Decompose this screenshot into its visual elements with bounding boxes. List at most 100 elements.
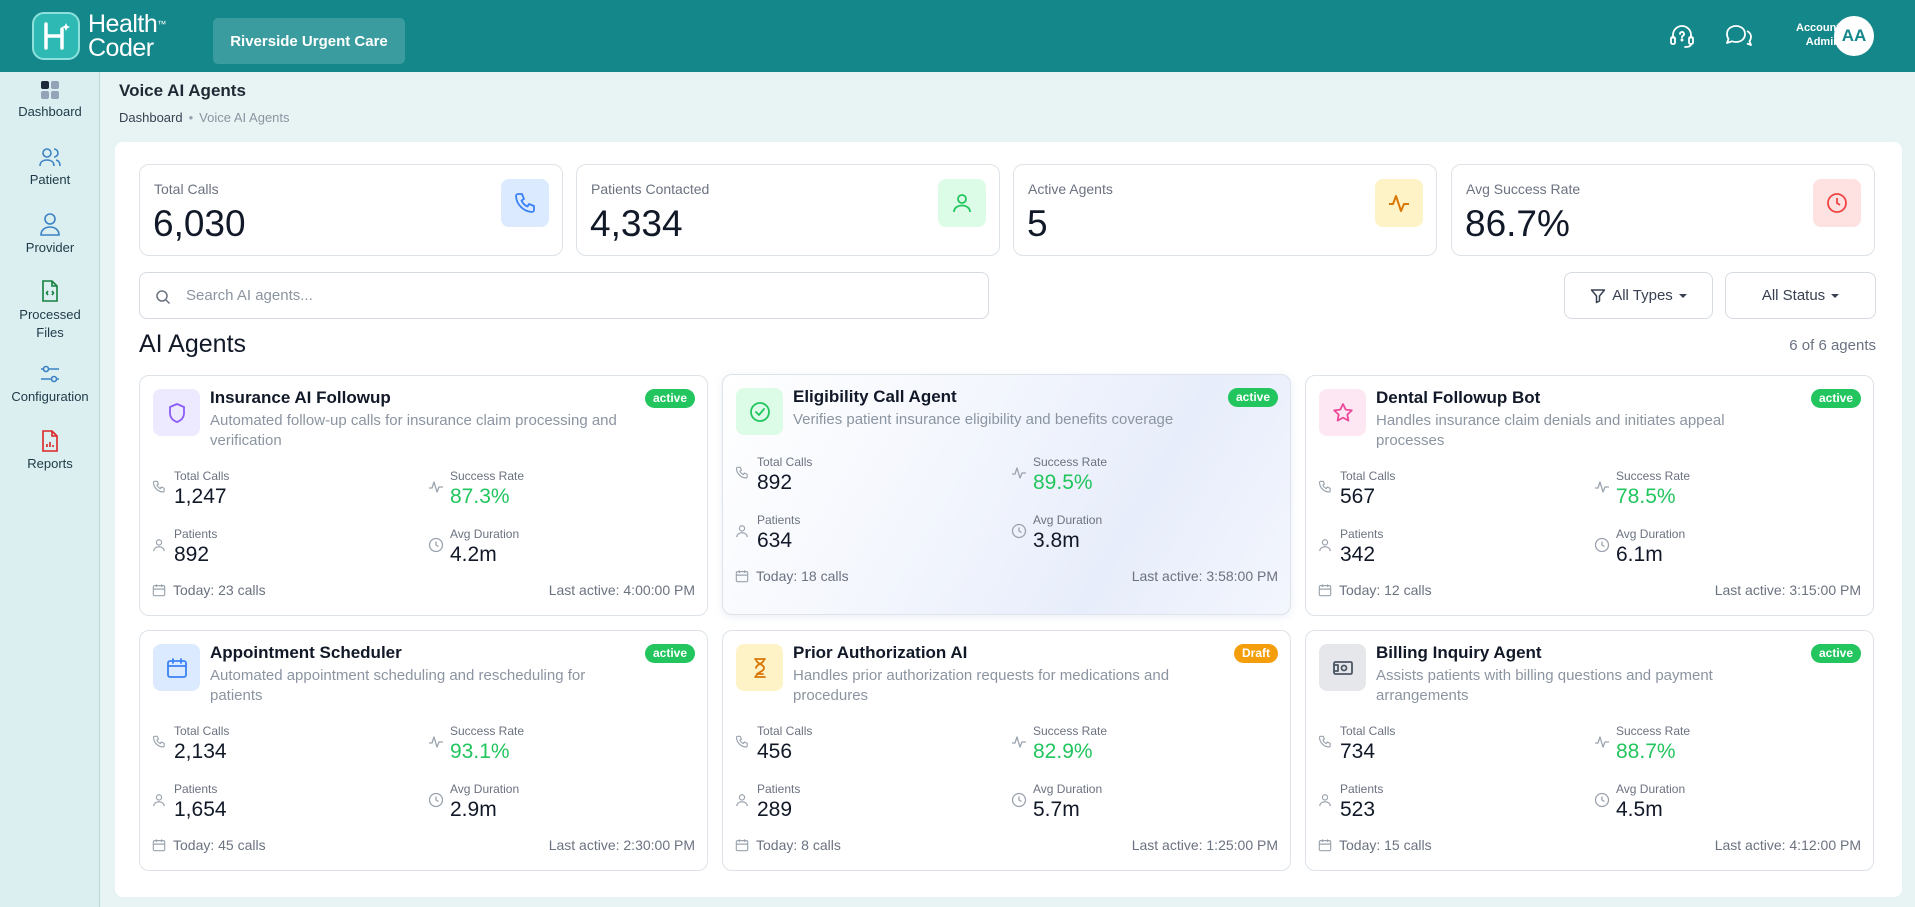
- sidebar-item-provider[interactable]: Provider: [0, 212, 100, 255]
- agent-card[interactable]: Dental Followup Bot Handles insurance cl…: [1305, 375, 1874, 616]
- breadcrumb-current: Voice AI Agents: [199, 110, 290, 125]
- metric-avg-duration: Avg Duration 2.9m: [428, 782, 668, 830]
- calendar-icon: [152, 838, 166, 852]
- star-icon: [1319, 389, 1366, 436]
- file-icon: [42, 280, 58, 302]
- metric-label: Avg Duration: [1033, 782, 1103, 796]
- sidebar-item-processed-files[interactable]: Processed Files: [0, 280, 100, 342]
- metric-label: Patients: [174, 782, 218, 796]
- agent-card[interactable]: Prior Authorization AI Handles prior aut…: [722, 630, 1291, 871]
- status-badge: active: [644, 389, 695, 408]
- status-badge: Draft: [1233, 644, 1278, 663]
- today-calls: Today: 8 calls: [735, 837, 841, 853]
- stat-value: 6,030: [153, 203, 246, 244]
- logo-line-2: Coder: [88, 34, 154, 62]
- metric-label: Total Calls: [757, 724, 813, 738]
- metric-value: 523: [1340, 798, 1376, 821]
- app-logo[interactable]: Health™ Coder: [32, 10, 182, 62]
- status-badge: active: [1810, 389, 1861, 408]
- help-headset-icon[interactable]: [1668, 22, 1696, 50]
- chevron-down-icon: [1831, 293, 1840, 298]
- metric-total-calls: Total Calls 1,247: [152, 469, 392, 517]
- sidebar-item-label: Dashboard: [18, 104, 82, 119]
- facility-selector[interactable]: Riverside Urgent Care: [213, 18, 405, 64]
- avatar[interactable]: AA: [1834, 16, 1874, 56]
- today-calls: Today: 18 calls: [735, 568, 849, 584]
- calendar-icon: [1318, 838, 1332, 852]
- metric-label: Total Calls: [174, 724, 230, 738]
- metric-value: 82.9%: [1033, 740, 1093, 763]
- calendar-icon: [735, 569, 749, 583]
- agent-description: Automated appointment scheduling and res…: [210, 667, 586, 704]
- account-line-1: Account: [1796, 22, 1840, 34]
- last-active: Last active: 4:12:00 PM: [1714, 837, 1861, 853]
- stat-label: Total Calls: [154, 181, 219, 197]
- sidebar-item-label: Reports: [27, 456, 73, 471]
- logo-line-1: Health: [88, 10, 158, 38]
- hourglass-icon: [736, 644, 783, 691]
- metric-value: 4.5m: [1616, 798, 1663, 821]
- metric-label: Success Rate: [450, 469, 525, 483]
- stat-label: Avg Success Rate: [1466, 181, 1581, 197]
- calendar-icon: [1318, 583, 1332, 597]
- last-active: Last active: 1:25:00 PM: [1131, 837, 1278, 853]
- section-title: AI Agents: [139, 330, 247, 358]
- status-badge: active: [644, 644, 695, 663]
- all-types-filter[interactable]: All Types: [1564, 272, 1713, 319]
- sidebar-item-configuration[interactable]: Configuration: [0, 363, 100, 404]
- agent-count: 6 of 6 agents: [1789, 337, 1876, 354]
- metric-value: 89.5%: [1033, 471, 1093, 494]
- agent-card[interactable]: Insurance AI Followup Automated follow-u…: [139, 375, 708, 616]
- search-icon: [156, 290, 171, 305]
- filter-label: All Status: [1761, 287, 1826, 304]
- logo-mark-icon: [32, 12, 80, 60]
- status-badge: active: [1810, 644, 1861, 663]
- agent-card[interactable]: Eligibility Call Agent Verifies patient …: [722, 374, 1291, 615]
- dashboard-icon: [41, 81, 59, 99]
- metric-value: 93.1%: [450, 740, 510, 763]
- provider-user-icon: [40, 213, 60, 236]
- clock-icon: [1813, 179, 1861, 227]
- metric-avg-duration: Avg Duration 5.7m: [1011, 782, 1251, 830]
- stat-card-total-calls: Total Calls 6,030: [139, 164, 563, 256]
- chat-icon[interactable]: [1724, 22, 1752, 50]
- metric-label: Patients: [757, 513, 801, 527]
- stat-card-patients-contacted: Patients Contacted 4,334: [576, 164, 1000, 256]
- metric-patients: Patients 342: [1318, 527, 1558, 575]
- account-label: Account Admin: [1760, 21, 1840, 49]
- metric-patients: Patients 523: [1318, 782, 1558, 830]
- today-calls-text: Today: 45 calls: [173, 837, 266, 853]
- agent-name: Dental Followup Bot: [1376, 388, 1541, 407]
- last-active: Last active: 4:00:00 PM: [548, 582, 695, 598]
- metric-label: Patients: [174, 527, 218, 541]
- metric-avg-duration: Avg Duration 6.1m: [1594, 527, 1834, 575]
- sidebar-item-label: Processed Files: [19, 307, 81, 340]
- agent-card[interactable]: Billing Inquiry Agent Assists patients w…: [1305, 630, 1874, 871]
- sidebar-item-dashboard[interactable]: Dashboard: [0, 80, 100, 119]
- metric-value: 87.3%: [450, 485, 510, 508]
- breadcrumb-dashboard[interactable]: Dashboard: [119, 110, 183, 125]
- sidebar-item-reports[interactable]: Reports: [0, 430, 100, 471]
- metric-success-rate: Success Rate 87.3%: [428, 469, 668, 517]
- phone-icon: [501, 179, 549, 227]
- report-icon: [42, 430, 58, 452]
- search-box: [139, 272, 989, 319]
- metric-label: Patients: [1340, 782, 1384, 796]
- sidebar-item-patient[interactable]: Patient: [0, 146, 100, 187]
- today-calls-text: Today: 23 calls: [173, 582, 266, 598]
- metric-label: Avg Duration: [450, 782, 520, 796]
- metric-label: Patients: [1340, 527, 1384, 541]
- all-status-filter[interactable]: All Status: [1725, 272, 1876, 319]
- today-calls-text: Today: 12 calls: [1339, 582, 1432, 598]
- agent-card[interactable]: Appointment Scheduler Automated appointm…: [139, 630, 708, 871]
- breadcrumb-separator: •: [188, 110, 194, 125]
- stat-label: Patients Contacted: [591, 181, 710, 197]
- chevron-down-icon: [1678, 293, 1687, 298]
- metric-total-calls: Total Calls 734: [1318, 724, 1558, 772]
- search-input[interactable]: [186, 273, 976, 318]
- metric-total-calls: Total Calls 2,134: [152, 724, 392, 772]
- stat-card-active-agents: Active Agents 5: [1013, 164, 1437, 256]
- metric-value: 892: [757, 471, 793, 494]
- today-calls: Today: 23 calls: [152, 582, 266, 598]
- filter-icon: [1590, 288, 1606, 303]
